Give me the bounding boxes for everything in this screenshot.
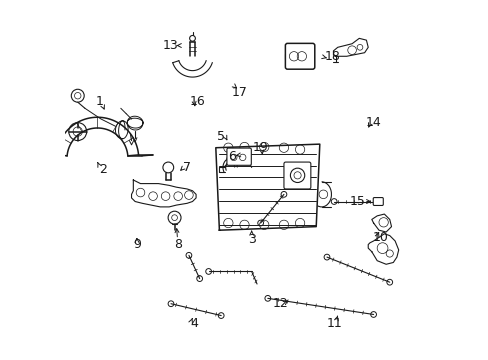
Text: 13: 13	[163, 39, 179, 52]
Text: 16: 16	[190, 95, 205, 108]
Text: 1: 1	[95, 95, 103, 108]
FancyBboxPatch shape	[226, 148, 251, 165]
Text: 2: 2	[99, 163, 106, 176]
FancyBboxPatch shape	[372, 198, 383, 206]
Text: 14: 14	[365, 116, 381, 129]
Text: 3: 3	[247, 233, 255, 246]
Text: 4: 4	[190, 317, 198, 330]
Text: 9: 9	[133, 238, 141, 251]
Text: 19: 19	[252, 141, 268, 154]
Text: 10: 10	[372, 231, 388, 244]
Text: 17: 17	[231, 86, 246, 99]
Text: 12: 12	[272, 297, 287, 310]
Text: 11: 11	[325, 317, 341, 330]
Text: 6: 6	[227, 150, 235, 163]
Text: 15: 15	[349, 195, 365, 208]
Text: 7: 7	[183, 161, 191, 174]
FancyBboxPatch shape	[284, 162, 310, 189]
Text: 18: 18	[324, 50, 340, 63]
Text: 5: 5	[217, 130, 225, 144]
FancyBboxPatch shape	[285, 43, 314, 69]
Text: 8: 8	[174, 238, 182, 251]
